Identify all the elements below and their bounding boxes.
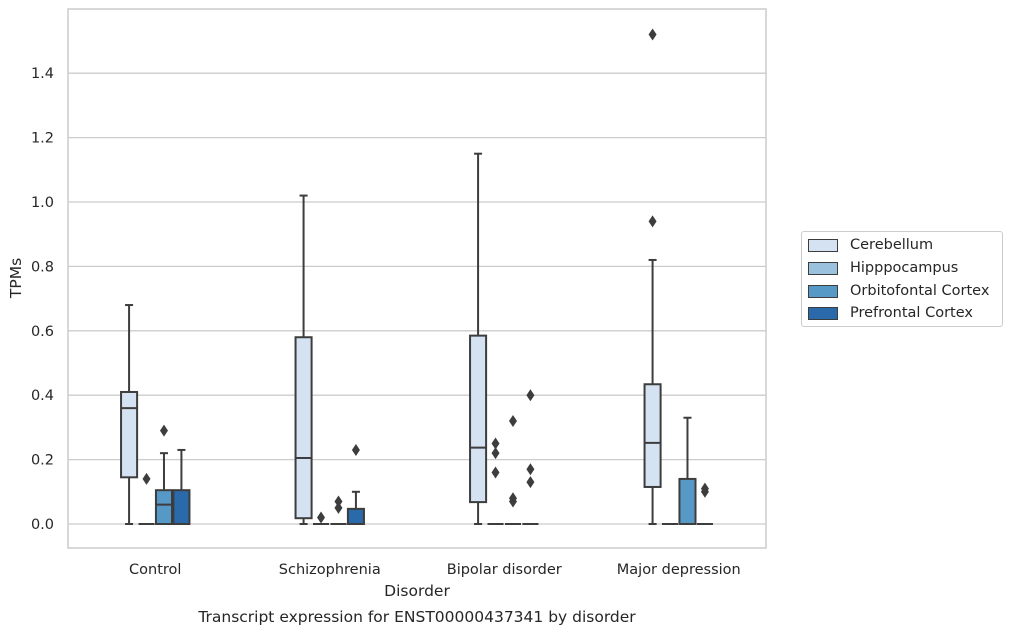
x-tick-label: Bipolar disorder [447, 562, 562, 578]
x-tick-label: Major depression [617, 562, 741, 578]
outlier-point [491, 466, 500, 479]
legend-item-orbitofrontal: Orbitofontal Cortex [808, 280, 989, 302]
outlier-point [648, 215, 657, 228]
box-cerebellum [469, 152, 488, 525]
legend-swatch-hippocampus [808, 261, 838, 275]
outlier-point [526, 463, 535, 476]
x-tick-label: Schizophrenia [279, 562, 381, 578]
box-orbitofontal-cortex [504, 414, 522, 525]
box-cerebellum [294, 194, 313, 525]
box-cerebellum [643, 28, 662, 525]
box-orbitofontal-cortex [154, 424, 174, 526]
box-iqr [678, 477, 697, 526]
box-iqr [120, 390, 139, 479]
outlier-point [159, 424, 168, 437]
legend-label: Cerebellum [850, 237, 934, 253]
outlier-point [491, 437, 500, 450]
box-prefrontal-cortex [696, 482, 713, 525]
box-iqr [294, 336, 313, 520]
box-prefrontal-cortex [522, 389, 539, 525]
outlier-point [317, 511, 326, 524]
box-orbitofontal-cortex [678, 416, 697, 526]
box-hipppocampus [312, 511, 330, 525]
y-tick-label: 0.4 [31, 388, 54, 404]
y-tick-labels: 0.0 0.2 0.4 0.6 0.8 1.0 1.2 1.4 [31, 66, 54, 533]
plot-frame [67, 8, 767, 549]
chart-title: Transcript expression for ENST0000043734… [197, 608, 636, 626]
x-tick-labels: Control Schizophrenia Bipolar disorder Majo… [129, 562, 741, 578]
legend-label: Orbitofontal Cortex [850, 283, 990, 299]
legend-label: Hipppocampus [850, 260, 959, 276]
y-tick-label: 1.4 [31, 66, 54, 82]
outlier-point [508, 414, 517, 427]
x-axis-label: Disorder [384, 582, 450, 600]
legend-item-prefrontal: Prefrontal Cortex [808, 302, 973, 324]
box-iqr [469, 334, 488, 504]
outlier-point [142, 472, 151, 485]
y-tick-label: 0.2 [31, 453, 54, 469]
legend-label: Prefrontal Cortex [850, 305, 973, 321]
outlier-point [491, 447, 500, 460]
box-iqr [172, 489, 191, 526]
box-iqr [643, 383, 662, 488]
outlier-point [700, 482, 709, 495]
y-tick-label: 0.0 [31, 517, 54, 533]
grid-lines [68, 72, 766, 525]
y-tick-label: 0.6 [31, 324, 54, 340]
y-tick-label: 0.8 [31, 259, 54, 275]
y-axis-label: TPMs [7, 258, 25, 299]
legend-swatch-prefrontal [808, 306, 838, 320]
outlier-point [526, 476, 535, 489]
box-prefrontal-cortex [172, 448, 191, 526]
outlier-point [508, 492, 517, 505]
box-hipppocampus [138, 472, 155, 525]
legend-swatch-cerebellum [808, 238, 838, 252]
outlier-point [334, 495, 343, 508]
outlier-point [648, 28, 657, 41]
box-iqr [154, 489, 174, 526]
y-tick-label: 1.2 [31, 131, 54, 147]
legend-swatch-orbitofrontal [808, 284, 838, 298]
box-prefrontal-cortex [346, 443, 365, 525]
boxes-layer [120, 28, 713, 526]
box-hipppocampus [487, 437, 504, 525]
box-iqr [346, 507, 365, 525]
outlier-point [351, 443, 360, 456]
outlier-point [334, 501, 343, 514]
outlier-point [526, 389, 535, 402]
legend: Cerebellum Hipppocampus Orbitofontal Cor… [801, 231, 1003, 327]
legend-item-hippocampus: Hipppocampus [808, 257, 958, 279]
y-tick-label: 1.0 [31, 195, 54, 211]
box-orbitofontal-cortex [330, 495, 347, 525]
x-tick-label: Control [129, 562, 181, 578]
box-cerebellum [120, 304, 139, 525]
legend-item-cerebellum: Cerebellum [808, 234, 933, 256]
